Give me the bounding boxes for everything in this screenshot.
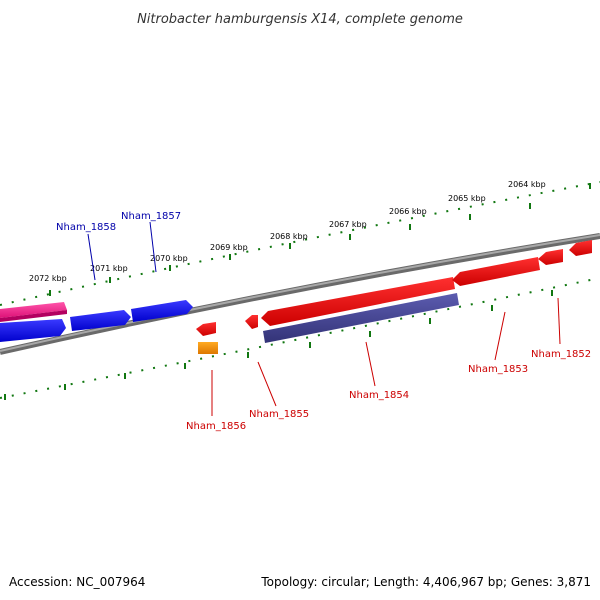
label-leader-lines (87, 221, 561, 416)
gene-label-nham-1852: Nham_1852 (531, 349, 591, 360)
rna-feature[interactable] (0, 302, 67, 318)
accession-text: Accession: NC_007964 (9, 575, 145, 589)
gene-arrow-edge-right[interactable] (569, 240, 592, 256)
outer-scale-ring (0, 181, 600, 306)
gene-arrow-left-edge[interactable] (0, 319, 66, 342)
map-title: Nitrobacter hamburgensis X14, complete g… (137, 12, 463, 27)
gene-label-nham-1854: Nham_1854 (349, 390, 409, 401)
gene-arrow-nham-1856[interactable] (196, 322, 216, 336)
orange-feature[interactable] (198, 342, 218, 354)
gene-arrow-nham-1852[interactable] (538, 249, 563, 265)
genome-backbone-highlight (0, 234, 600, 352)
gene-arrow-nham-1853[interactable] (452, 257, 540, 286)
gene-label-nham-1853: Nham_1853 (468, 364, 528, 375)
gene-label-nham-1856: Nham_1856 (186, 421, 246, 432)
scale-label: 2067 kbp (329, 220, 367, 229)
scale-label: 2069 kbp (210, 243, 248, 252)
gene-arrow-nham-1857[interactable] (131, 300, 193, 322)
gene-arrow-nham-1858[interactable] (70, 310, 131, 331)
scale-label: 2072 kbp (29, 274, 67, 283)
rna-feature-shadow (0, 310, 67, 322)
scale-label: 2070 kbp (150, 254, 188, 263)
cds-feature-purple[interactable] (263, 293, 459, 343)
gene-label-nham-1855: Nham_1855 (249, 409, 309, 420)
scale-label: 2065 kbp (448, 194, 486, 203)
gene-label-nham-1858: Nham_1858 (56, 222, 116, 233)
scale-label: 2066 kbp (389, 207, 427, 216)
outer-major-ticks (49, 183, 591, 296)
inner-major-ticks (4, 290, 553, 400)
scale-label: 2064 kbp (508, 180, 546, 189)
gene-arrow-small[interactable] (245, 315, 258, 329)
genome-summary-text: Topology: circular; Length: 4,406,967 bp… (260, 575, 591, 589)
gene-arrow-nham-1855[interactable] (261, 277, 455, 326)
scale-label: 2068 kbp (270, 232, 308, 241)
scale-label: 2071 kbp (90, 264, 128, 273)
inner-scale-ring (0, 277, 600, 399)
gene-label-nham-1857: Nham_1857 (121, 211, 181, 222)
